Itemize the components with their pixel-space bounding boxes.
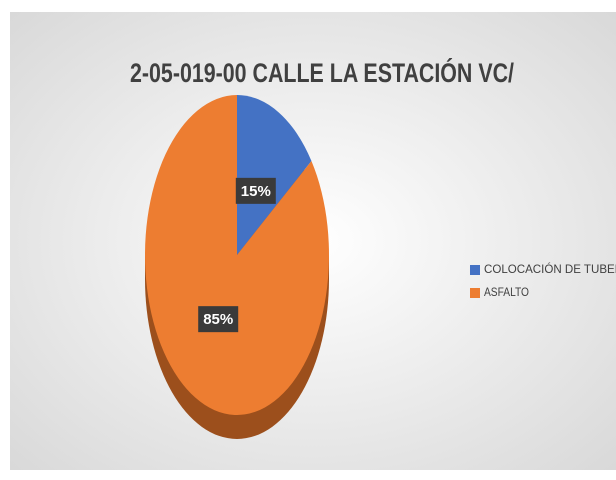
data-label: 85% xyxy=(203,311,233,328)
chart-title: 2-05-019-00 CALLE LA ESTACIÓN VC/ xyxy=(130,57,514,88)
data-label: 15% xyxy=(241,183,271,200)
legend-swatch xyxy=(470,288,480,298)
legend-label: ASFALTO xyxy=(484,285,529,299)
legend-swatch xyxy=(470,265,480,275)
data-label-box xyxy=(198,306,239,333)
pie-slice xyxy=(237,95,312,255)
data-label-box xyxy=(235,177,276,204)
legend-label: COLOCACIÓN DE TUBERIA xyxy=(484,261,616,276)
pie-slice xyxy=(145,95,330,416)
